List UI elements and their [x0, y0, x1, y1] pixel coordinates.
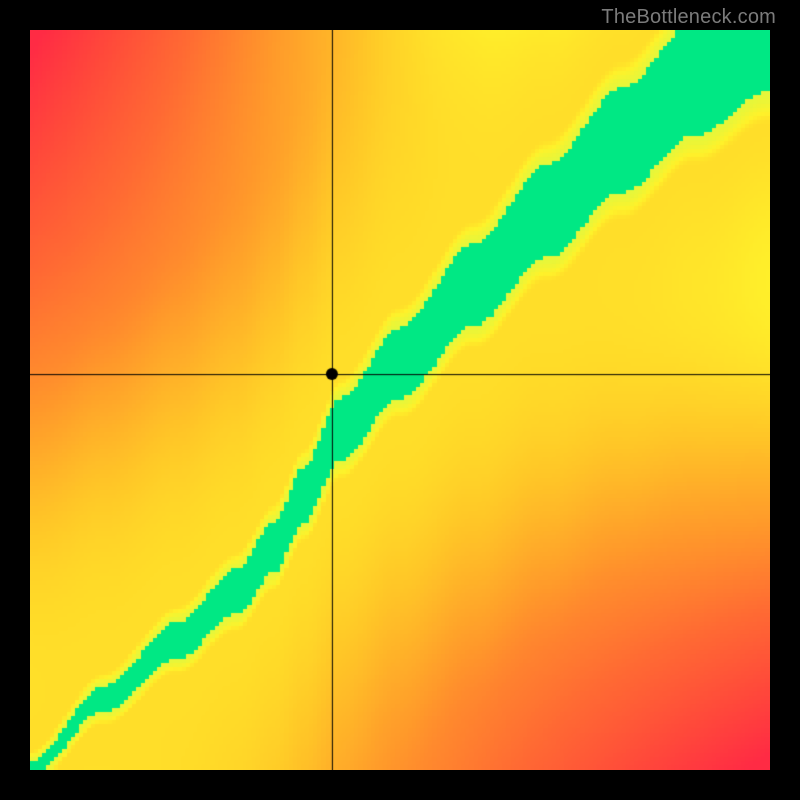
bottleneck-heatmap	[30, 30, 770, 770]
watermark-text: TheBottleneck.com	[601, 6, 776, 29]
